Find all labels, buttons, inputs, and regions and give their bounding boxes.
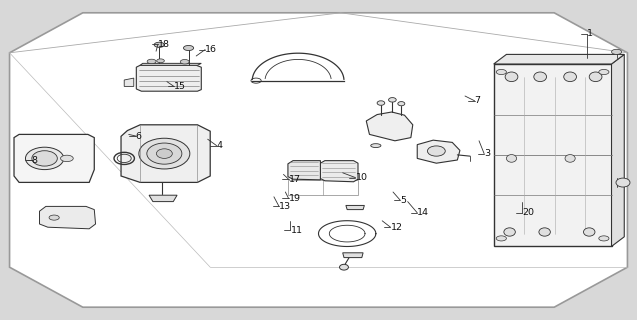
- Ellipse shape: [505, 72, 518, 82]
- Ellipse shape: [377, 101, 385, 105]
- Ellipse shape: [565, 155, 575, 162]
- Polygon shape: [124, 78, 134, 86]
- Circle shape: [154, 42, 164, 47]
- Ellipse shape: [504, 228, 515, 236]
- Text: 13: 13: [279, 202, 291, 211]
- Ellipse shape: [539, 228, 550, 236]
- Circle shape: [147, 59, 156, 64]
- Text: 11: 11: [290, 226, 303, 235]
- Polygon shape: [494, 64, 612, 246]
- Polygon shape: [288, 161, 320, 180]
- Polygon shape: [121, 125, 210, 182]
- Circle shape: [599, 236, 609, 241]
- Polygon shape: [417, 140, 460, 163]
- Circle shape: [180, 60, 189, 64]
- Ellipse shape: [340, 264, 348, 270]
- Ellipse shape: [32, 151, 57, 166]
- Ellipse shape: [427, 146, 445, 156]
- Text: 19: 19: [289, 194, 301, 203]
- Ellipse shape: [147, 143, 182, 164]
- Text: 8: 8: [32, 156, 38, 164]
- Circle shape: [496, 69, 506, 75]
- Ellipse shape: [389, 98, 396, 102]
- Text: 7: 7: [475, 96, 480, 105]
- Circle shape: [49, 215, 59, 220]
- Text: 10: 10: [355, 173, 368, 182]
- Ellipse shape: [371, 144, 381, 148]
- Text: 14: 14: [417, 208, 429, 217]
- Ellipse shape: [589, 72, 602, 82]
- Circle shape: [183, 45, 194, 51]
- Ellipse shape: [616, 178, 630, 187]
- Polygon shape: [39, 206, 96, 229]
- Polygon shape: [612, 54, 624, 246]
- Circle shape: [599, 69, 609, 75]
- Text: 6: 6: [136, 132, 141, 140]
- Polygon shape: [494, 54, 624, 64]
- Ellipse shape: [583, 228, 595, 236]
- Ellipse shape: [397, 102, 405, 106]
- Text: 12: 12: [390, 223, 403, 232]
- Text: 17: 17: [289, 175, 301, 184]
- Polygon shape: [10, 13, 627, 307]
- Polygon shape: [346, 205, 364, 210]
- Ellipse shape: [156, 149, 172, 158]
- Polygon shape: [320, 161, 358, 182]
- Polygon shape: [14, 134, 94, 182]
- Polygon shape: [343, 253, 363, 258]
- Text: 1: 1: [587, 29, 593, 38]
- Ellipse shape: [564, 72, 576, 82]
- Text: 18: 18: [158, 40, 170, 49]
- Circle shape: [496, 236, 506, 241]
- Circle shape: [157, 59, 164, 63]
- Text: 20: 20: [522, 208, 534, 217]
- Polygon shape: [136, 65, 201, 91]
- Polygon shape: [140, 63, 201, 65]
- Text: 3: 3: [484, 149, 490, 158]
- Text: 16: 16: [205, 45, 217, 54]
- Ellipse shape: [506, 155, 517, 162]
- Ellipse shape: [25, 147, 64, 170]
- Circle shape: [61, 155, 73, 162]
- Ellipse shape: [534, 72, 547, 82]
- Polygon shape: [149, 195, 177, 202]
- Ellipse shape: [139, 138, 190, 169]
- Text: 15: 15: [174, 82, 186, 91]
- Circle shape: [612, 49, 622, 54]
- Text: 4: 4: [217, 141, 222, 150]
- Text: 5: 5: [400, 196, 406, 204]
- Polygon shape: [366, 112, 413, 141]
